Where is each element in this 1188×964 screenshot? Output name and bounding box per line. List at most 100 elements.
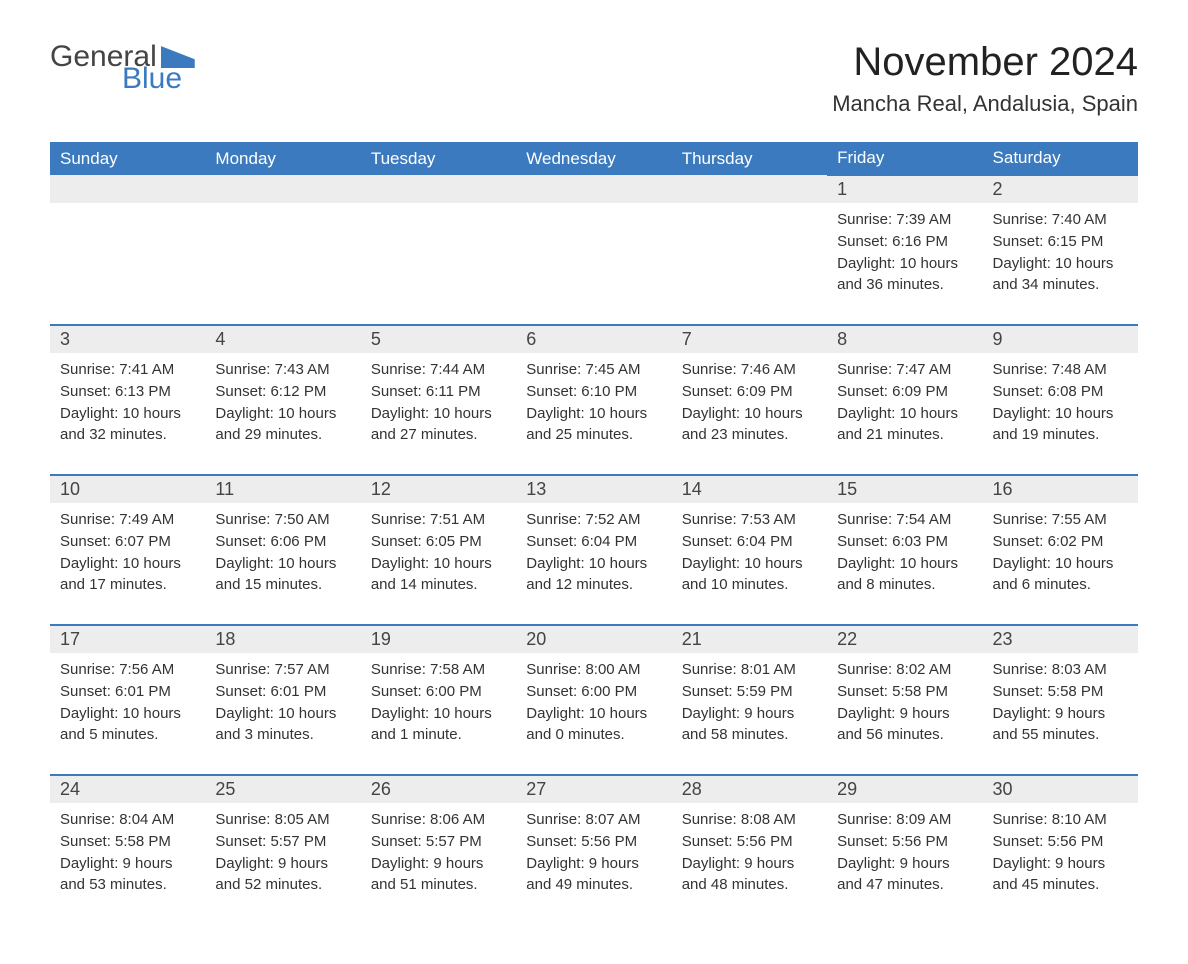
day-content: Sunrise: 7:53 AMSunset: 6:04 PMDaylight:… bbox=[672, 503, 827, 624]
sunrise-line: Sunrise: 7:54 AM bbox=[837, 509, 972, 531]
day-content: Sunrise: 8:00 AMSunset: 6:00 PMDaylight:… bbox=[516, 653, 671, 774]
day-cell: 21Sunrise: 8:01 AMSunset: 5:59 PMDayligh… bbox=[672, 625, 827, 775]
day-content: Sunrise: 7:56 AMSunset: 6:01 PMDaylight:… bbox=[50, 653, 205, 774]
daylight-line: Daylight: 10 hours and 21 minutes. bbox=[837, 403, 972, 447]
day-content: Sunrise: 7:51 AMSunset: 6:05 PMDaylight:… bbox=[361, 503, 516, 624]
sunrise-line: Sunrise: 7:51 AM bbox=[371, 509, 506, 531]
sunrise-line: Sunrise: 8:00 AM bbox=[526, 659, 661, 681]
sunset-line: Sunset: 6:07 PM bbox=[60, 531, 195, 553]
daylight-line: Daylight: 10 hours and 27 minutes. bbox=[371, 403, 506, 447]
week-row: 24Sunrise: 8:04 AMSunset: 5:58 PMDayligh… bbox=[50, 775, 1138, 924]
sunrise-line: Sunrise: 7:46 AM bbox=[682, 359, 817, 381]
day-cell: 20Sunrise: 8:00 AMSunset: 6:00 PMDayligh… bbox=[516, 625, 671, 775]
day-content: Sunrise: 8:09 AMSunset: 5:56 PMDaylight:… bbox=[827, 803, 982, 924]
day-cell bbox=[672, 175, 827, 325]
day-content: Sunrise: 7:55 AMSunset: 6:02 PMDaylight:… bbox=[983, 503, 1138, 624]
sunset-line: Sunset: 5:56 PM bbox=[682, 831, 817, 853]
day-cell: 19Sunrise: 7:58 AMSunset: 6:00 PMDayligh… bbox=[361, 625, 516, 775]
sunset-line: Sunset: 5:56 PM bbox=[837, 831, 972, 853]
sunset-line: Sunset: 6:10 PM bbox=[526, 381, 661, 403]
day-cell: 10Sunrise: 7:49 AMSunset: 6:07 PMDayligh… bbox=[50, 475, 205, 625]
day-cell bbox=[205, 175, 360, 325]
day-header: Friday bbox=[827, 142, 982, 175]
day-number: 11 bbox=[205, 476, 360, 503]
sunset-line: Sunset: 6:02 PM bbox=[993, 531, 1128, 553]
day-number: 27 bbox=[516, 776, 671, 803]
sunrise-line: Sunrise: 8:07 AM bbox=[526, 809, 661, 831]
day-number: 13 bbox=[516, 476, 671, 503]
sunset-line: Sunset: 6:09 PM bbox=[837, 381, 972, 403]
week-row: 3Sunrise: 7:41 AMSunset: 6:13 PMDaylight… bbox=[50, 325, 1138, 475]
daylight-line: Daylight: 9 hours and 56 minutes. bbox=[837, 703, 972, 747]
day-header: Monday bbox=[205, 142, 360, 175]
day-number: 26 bbox=[361, 776, 516, 803]
day-cell: 11Sunrise: 7:50 AMSunset: 6:06 PMDayligh… bbox=[205, 475, 360, 625]
day-cell bbox=[516, 175, 671, 325]
daylight-line: Daylight: 10 hours and 3 minutes. bbox=[215, 703, 350, 747]
day-header: Sunday bbox=[50, 142, 205, 175]
day-content: Sunrise: 8:08 AMSunset: 5:56 PMDaylight:… bbox=[672, 803, 827, 924]
sunset-line: Sunset: 6:09 PM bbox=[682, 381, 817, 403]
day-number: 8 bbox=[827, 326, 982, 353]
day-number: 20 bbox=[516, 626, 671, 653]
day-cell: 8Sunrise: 7:47 AMSunset: 6:09 PMDaylight… bbox=[827, 325, 982, 475]
day-cell: 29Sunrise: 8:09 AMSunset: 5:56 PMDayligh… bbox=[827, 775, 982, 924]
sunset-line: Sunset: 6:13 PM bbox=[60, 381, 195, 403]
daylight-line: Daylight: 9 hours and 49 minutes. bbox=[526, 853, 661, 897]
week-row: 1Sunrise: 7:39 AMSunset: 6:16 PMDaylight… bbox=[50, 175, 1138, 325]
daylight-line: Daylight: 9 hours and 58 minutes. bbox=[682, 703, 817, 747]
sunrise-line: Sunrise: 7:57 AM bbox=[215, 659, 350, 681]
day-cell: 4Sunrise: 7:43 AMSunset: 6:12 PMDaylight… bbox=[205, 325, 360, 475]
empty-day bbox=[361, 175, 516, 203]
day-number: 29 bbox=[827, 776, 982, 803]
sunrise-line: Sunrise: 8:08 AM bbox=[682, 809, 817, 831]
sunset-line: Sunset: 5:58 PM bbox=[60, 831, 195, 853]
sunset-line: Sunset: 6:05 PM bbox=[371, 531, 506, 553]
title-block: November 2024 Mancha Real, Andalusia, Sp… bbox=[832, 40, 1138, 117]
sunset-line: Sunset: 6:03 PM bbox=[837, 531, 972, 553]
day-cell: 30Sunrise: 8:10 AMSunset: 5:56 PMDayligh… bbox=[983, 775, 1138, 924]
day-cell: 1Sunrise: 7:39 AMSunset: 6:16 PMDaylight… bbox=[827, 175, 982, 325]
sunrise-line: Sunrise: 8:03 AM bbox=[993, 659, 1128, 681]
day-content: Sunrise: 7:49 AMSunset: 6:07 PMDaylight:… bbox=[50, 503, 205, 624]
day-content: Sunrise: 8:05 AMSunset: 5:57 PMDaylight:… bbox=[205, 803, 360, 924]
sunrise-line: Sunrise: 7:55 AM bbox=[993, 509, 1128, 531]
day-content: Sunrise: 7:50 AMSunset: 6:06 PMDaylight:… bbox=[205, 503, 360, 624]
daylight-line: Daylight: 10 hours and 1 minute. bbox=[371, 703, 506, 747]
daylight-line: Daylight: 10 hours and 15 minutes. bbox=[215, 553, 350, 597]
day-cell: 25Sunrise: 8:05 AMSunset: 5:57 PMDayligh… bbox=[205, 775, 360, 924]
day-content: Sunrise: 7:48 AMSunset: 6:08 PMDaylight:… bbox=[983, 353, 1138, 474]
day-cell: 3Sunrise: 7:41 AMSunset: 6:13 PMDaylight… bbox=[50, 325, 205, 475]
sunset-line: Sunset: 6:01 PM bbox=[60, 681, 195, 703]
empty-day bbox=[516, 175, 671, 203]
daylight-line: Daylight: 9 hours and 51 minutes. bbox=[371, 853, 506, 897]
day-header: Tuesday bbox=[361, 142, 516, 175]
day-header: Saturday bbox=[983, 142, 1138, 175]
daylight-line: Daylight: 10 hours and 23 minutes. bbox=[682, 403, 817, 447]
sunrise-line: Sunrise: 7:56 AM bbox=[60, 659, 195, 681]
day-number: 3 bbox=[50, 326, 205, 353]
day-cell: 28Sunrise: 8:08 AMSunset: 5:56 PMDayligh… bbox=[672, 775, 827, 924]
daylight-line: Daylight: 10 hours and 36 minutes. bbox=[837, 253, 972, 297]
day-cell bbox=[50, 175, 205, 325]
sunrise-line: Sunrise: 8:06 AM bbox=[371, 809, 506, 831]
daylight-line: Daylight: 10 hours and 34 minutes. bbox=[993, 253, 1128, 297]
daylight-line: Daylight: 10 hours and 8 minutes. bbox=[837, 553, 972, 597]
week-row: 17Sunrise: 7:56 AMSunset: 6:01 PMDayligh… bbox=[50, 625, 1138, 775]
daylight-line: Daylight: 10 hours and 14 minutes. bbox=[371, 553, 506, 597]
day-number: 14 bbox=[672, 476, 827, 503]
day-number: 16 bbox=[983, 476, 1138, 503]
day-number: 1 bbox=[827, 176, 982, 203]
location: Mancha Real, Andalusia, Spain bbox=[832, 91, 1138, 117]
day-cell: 22Sunrise: 8:02 AMSunset: 5:58 PMDayligh… bbox=[827, 625, 982, 775]
day-cell: 18Sunrise: 7:57 AMSunset: 6:01 PMDayligh… bbox=[205, 625, 360, 775]
sunset-line: Sunset: 5:57 PM bbox=[371, 831, 506, 853]
day-number: 25 bbox=[205, 776, 360, 803]
empty-day bbox=[205, 175, 360, 203]
day-number: 28 bbox=[672, 776, 827, 803]
sunrise-line: Sunrise: 7:58 AM bbox=[371, 659, 506, 681]
daylight-line: Daylight: 10 hours and 25 minutes. bbox=[526, 403, 661, 447]
daylight-line: Daylight: 10 hours and 12 minutes. bbox=[526, 553, 661, 597]
day-cell: 14Sunrise: 7:53 AMSunset: 6:04 PMDayligh… bbox=[672, 475, 827, 625]
day-content: Sunrise: 7:45 AMSunset: 6:10 PMDaylight:… bbox=[516, 353, 671, 474]
